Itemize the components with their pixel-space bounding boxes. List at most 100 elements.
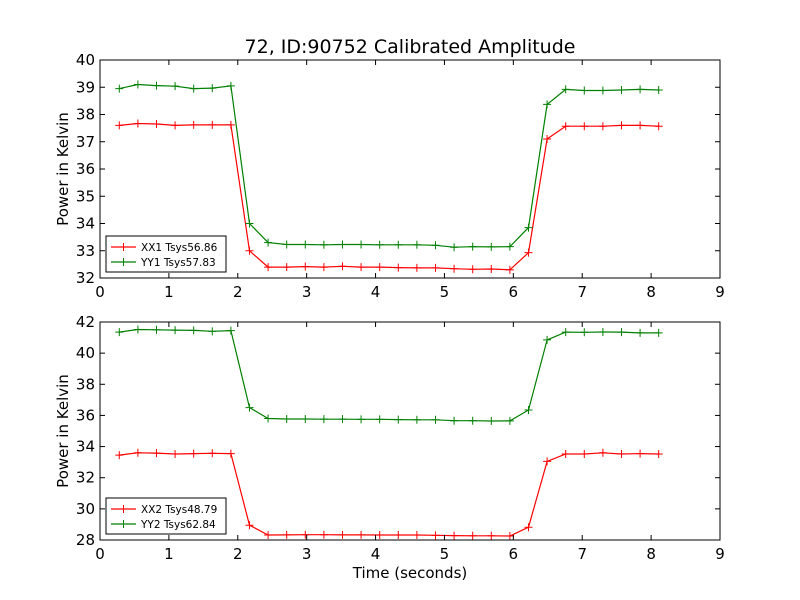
data-point-1-1 [301,262,310,271]
legend-label: XX1 Tsys56.86 [141,242,218,254]
x-tick-label: 9 [715,283,725,301]
data-point-2-2 [654,328,663,337]
data-point-2-1 [115,451,124,460]
data-point-2-1 [301,530,310,539]
data-point-2-2 [282,415,291,424]
data-point-1-2 [450,243,459,252]
data-point-2-2 [226,326,235,335]
x-tick-label: 5 [440,545,450,563]
data-point-2-1 [394,531,403,540]
data-point-2-2 [394,415,403,424]
y-axis-label: Power in Kelvin [54,112,72,226]
y-tick-label: 33 [76,242,95,260]
data-point-2-1 [561,450,570,459]
y-tick-label: 35 [76,187,95,205]
data-point-1-1 [468,265,477,274]
data-point-2-2 [189,326,198,335]
data-point-1-1 [617,121,626,130]
data-point-2-1 [580,450,589,459]
legend: XX2 Tsys48.79 YY2 Tsys62.84 [105,497,227,535]
data-point-2-2 [208,327,217,336]
data-point-1-1 [505,265,514,274]
x-tick-label: 3 [302,283,312,301]
y-tick-label: 40 [76,51,95,69]
data-point-1-1 [636,121,645,130]
data-point-2-2 [580,328,589,337]
data-point-1-2 [543,100,552,109]
data-point-2-2 [375,415,384,424]
legend-swatch-marker [119,258,128,266]
legend-label: XX2 Tsys48.79 [141,504,217,516]
figure-title: 72, ID:90752 Calibrated Amplitude [245,36,576,58]
data-point-1-1 [412,263,421,272]
x-tick-label: 0 [95,545,105,563]
x-tick-label: 7 [577,545,587,563]
data-point-1-2 [115,84,124,93]
data-point-2-1 [133,448,142,457]
data-point-2-2 [561,328,570,337]
x-tick-label: 5 [440,283,450,301]
data-point-2-2 [636,328,645,337]
y-tick-label: 32 [76,269,95,287]
data-point-1-2 [598,86,607,95]
data-point-2-2 [115,328,124,337]
data-point-1-2 [226,81,235,90]
data-point-2-2 [431,415,440,424]
data-point-2-2 [598,327,607,336]
data-point-2-2 [338,415,347,424]
data-point-2-1 [598,448,607,457]
data-point-2-1 [357,530,366,539]
data-point-1-1 [654,122,663,131]
data-point-2-1 [505,531,514,540]
data-point-1-1 [189,120,198,129]
legend-swatch-marker [119,243,128,251]
data-point-1-1 [561,122,570,131]
x-tick-label: 9 [715,545,725,563]
data-point-2-1 [152,449,161,458]
data-point-1-1 [319,263,328,272]
x-tick-label: 0 [95,283,105,301]
data-point-2-2 [468,416,477,425]
data-point-1-2 [152,81,161,90]
data-point-1-2 [524,223,533,232]
data-point-2-1 [450,531,459,540]
data-point-1-2 [561,85,570,94]
y-tick-label: 37 [76,133,95,151]
data-point-1-1 [357,263,366,272]
data-point-1-2 [580,86,589,95]
axes-frame [99,321,721,541]
data-point-1-1 [264,263,273,272]
data-point-1-2 [468,242,477,251]
x-axis-label: Time (seconds) [352,564,468,582]
data-point-1-1 [208,120,217,129]
data-point-2-2 [543,335,552,344]
data-point-2-1 [375,531,384,540]
data-point-1-2 [133,80,142,89]
data-point-1-1 [152,120,161,129]
data-point-1-2 [189,84,198,93]
data-point-1-2 [264,238,273,247]
data-point-2-1 [654,450,663,459]
data-point-2-1 [468,531,477,540]
data-point-2-1 [319,530,328,539]
x-tick-label: 2 [233,283,243,301]
y-tick-label: 34 [76,438,95,456]
x-tick-label: 4 [371,283,381,301]
y-tick-label: 42 [76,313,95,331]
data-point-1-1 [431,263,440,272]
data-point-2-1 [171,450,180,459]
data-point-2-2 [301,415,310,424]
data-point-1-2 [654,85,663,94]
data-point-1-2 [282,240,291,249]
data-point-1-1 [133,119,142,128]
data-point-2-1 [338,530,347,539]
data-point-1-2 [245,219,254,228]
data-point-2-1 [282,530,291,539]
x-tick-label: 1 [164,283,174,301]
data-point-1-1 [226,120,235,129]
data-point-2-1 [189,449,198,458]
